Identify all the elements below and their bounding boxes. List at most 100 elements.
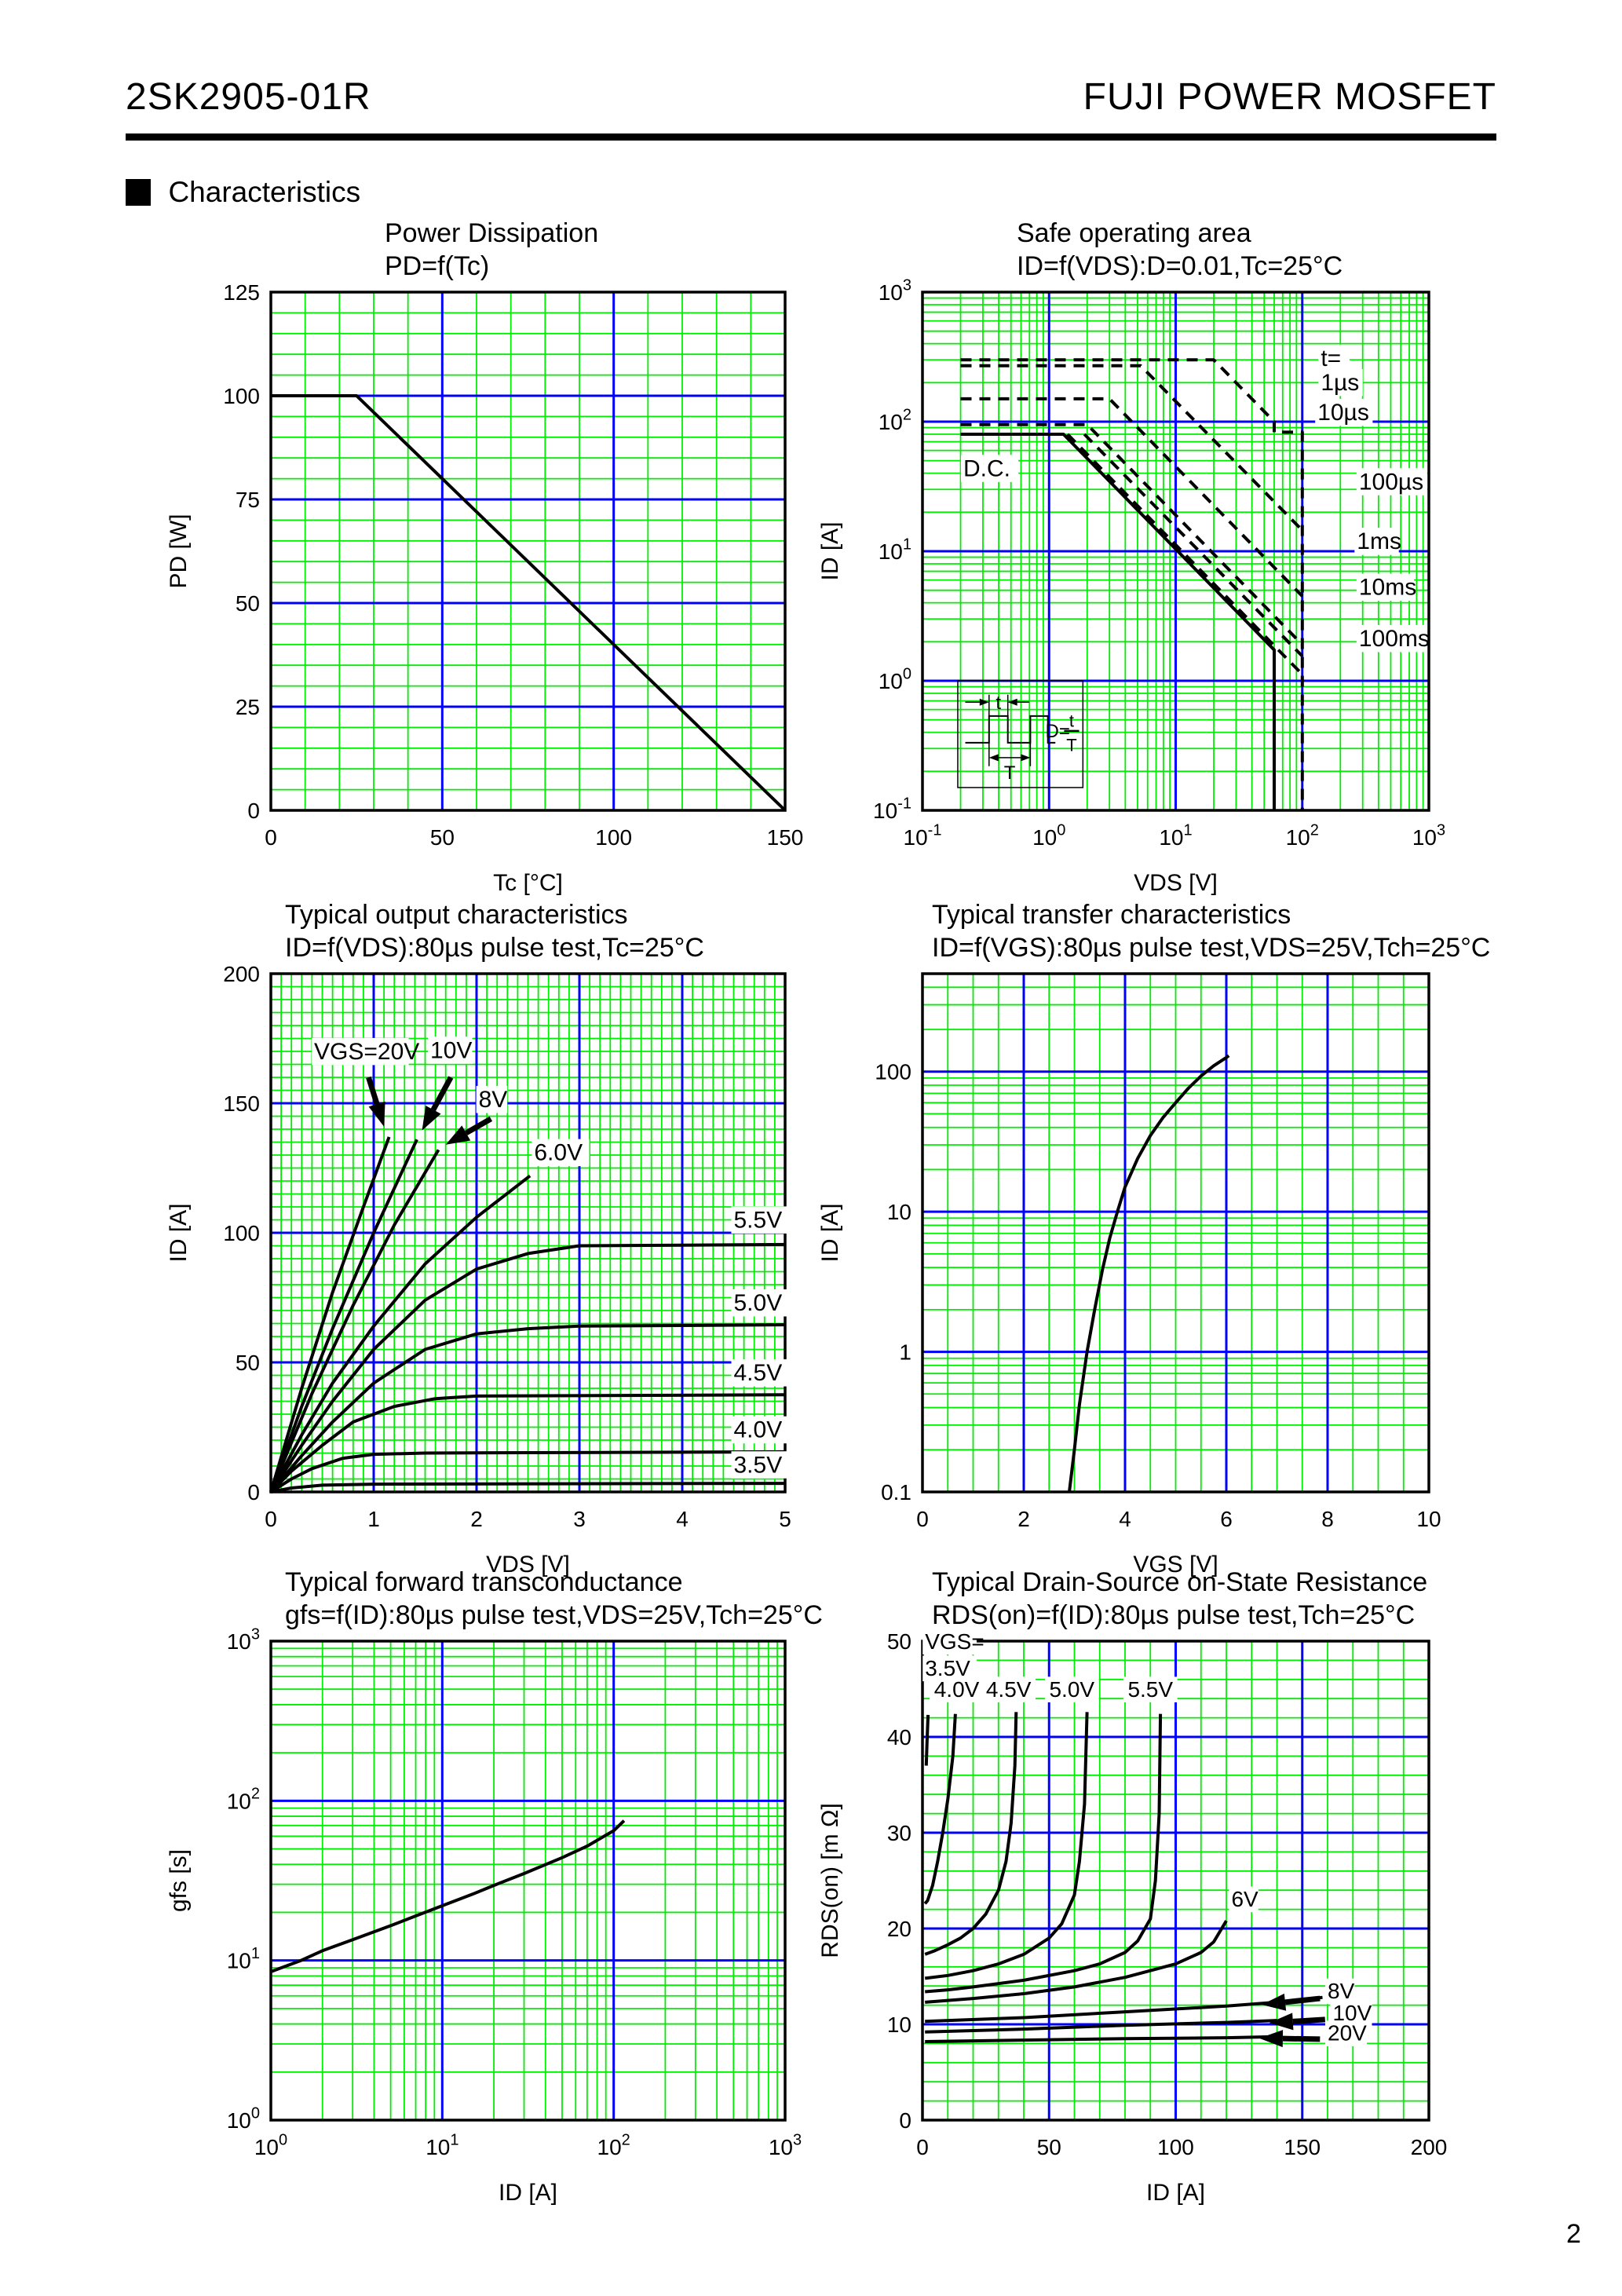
x-tick: 100 <box>1157 2135 1194 2159</box>
y-tick: 125 <box>223 280 260 305</box>
annotation-label: 8V <box>1328 1979 1355 2003</box>
chart-subtitle: ID=f(VGS):80µs pulse test,VDS=25V,Tch=25… <box>932 933 1490 963</box>
plot-frame <box>921 291 1430 812</box>
annotation-label: 6.0V <box>534 1140 583 1166</box>
annotation-label: 10V <box>430 1037 472 1063</box>
annotation-label: 1ms <box>1357 528 1401 554</box>
chart-title: Typical output characteristics <box>285 900 628 930</box>
pulse-inset: tTD=tT <box>957 680 1084 788</box>
inset-label-t: t <box>995 693 1001 714</box>
x-axis-label: Tc [°C] <box>493 870 563 896</box>
curves <box>271 394 787 812</box>
x-tick: 50 <box>1037 2135 1061 2159</box>
y-axis-label: ID [A] <box>817 521 843 580</box>
x-tick: 101 <box>1159 821 1192 850</box>
x-axis-label: ID [A] <box>1146 2180 1205 2206</box>
y-tick: 10-1 <box>873 795 911 823</box>
x-axis-label: VDS [V] <box>486 1552 570 1578</box>
annotation-label: 4.0V <box>934 1677 980 1702</box>
annotation-label: t= <box>1321 345 1341 371</box>
brand-title: FUJI POWER MOSFET <box>1083 76 1496 118</box>
annotations: VGS=20V 10V 8V 6.0V 5.5V 5.0V 4.5V 4.0V 3.5V <box>312 1036 789 1479</box>
tick-labels: 0 50 100 150 200 0 10 20 30 40 50 <box>887 1629 1448 2159</box>
curve-VGS-4.5V <box>924 1712 1018 1956</box>
grid-minor <box>271 1641 785 2120</box>
y-tick: 200 <box>223 962 260 986</box>
grid-minor <box>271 292 785 810</box>
y-tick: 103 <box>879 276 911 305</box>
chart-subtitle: PD=f(Tc) <box>385 251 489 281</box>
y-tick: 0 <box>247 799 260 823</box>
curve-VGS-6V <box>925 1920 1228 2004</box>
x-tick: 3 <box>573 1507 586 1531</box>
tick-labels: 0 2 4 6 8 10 0.1 1 10 100 <box>875 1060 1441 1531</box>
plot-frame <box>921 1640 1430 2122</box>
curve-VGS-20V <box>269 1136 391 1493</box>
y-tick: 30 <box>887 1821 911 1845</box>
curve-VGS-4.0V <box>923 1713 957 1905</box>
product-title: 2SK2905-01R <box>126 76 371 118</box>
annotation-label: 100µs <box>1359 469 1423 495</box>
grid-major <box>271 292 785 810</box>
x-axis-label: VGS [V] <box>1133 1552 1218 1578</box>
curve-1us <box>960 358 1304 810</box>
y-axis-label: gfs [s] <box>166 1849 192 1912</box>
chart-subtitle: ID=f(VDS):D=0.01,Tc=25°C <box>1017 251 1343 281</box>
x-axis-label: ID [A] <box>499 2180 557 2206</box>
y-tick: 102 <box>879 406 911 434</box>
x-tick: 0 <box>265 1507 277 1531</box>
y-tick: 101 <box>879 536 911 564</box>
chart-title: Power Dissipation <box>385 218 598 248</box>
page-number: 2 <box>1566 2219 1581 2249</box>
annotation-label: D.C. <box>963 455 1010 481</box>
y-tick: 101 <box>227 1945 260 1973</box>
y-axis-label: ID [A] <box>166 1203 192 1262</box>
inset-frac-den: T <box>1066 736 1076 755</box>
x-tick: 4 <box>1119 1507 1131 1531</box>
x-tick: 10 <box>1416 1507 1441 1531</box>
y-tick: 0 <box>899 2108 911 2133</box>
curves <box>269 1136 786 1493</box>
curve-VGS-5.5V <box>269 1242 786 1493</box>
section-title: Characteristics <box>168 176 361 208</box>
chart-title: Typical transfer characteristics <box>932 900 1291 930</box>
y-axis-label: ID [A] <box>817 1203 843 1262</box>
annotation-label: 10ms <box>1359 575 1416 601</box>
annotations: D.C. t=1µs 10µs 100µs 1ms 10ms 100ms <box>960 344 1430 653</box>
annotation-label: 1µs <box>1321 370 1359 396</box>
annotation-label: VGS=20V <box>314 1039 419 1065</box>
curve-100ms <box>1066 433 1304 676</box>
curve-1ms <box>960 422 1304 646</box>
annotation-label: 5.0V <box>734 1290 783 1316</box>
curve-VGS-5.5V <box>925 1713 1163 1994</box>
x-tick: 50 <box>430 825 455 850</box>
titles: Typical transfer characteristicsID=f(VGS… <box>817 900 1490 1578</box>
curve-ID-vs-VGS <box>1068 1054 1230 1493</box>
y-tick: 100 <box>223 1221 260 1245</box>
chart-subtitle: ID=f(VDS):80µs pulse test,Tc=25°C <box>285 933 704 963</box>
y-tick: 40 <box>887 1725 911 1749</box>
y-tick: 100 <box>227 2104 260 2133</box>
x-axis-label: VDS [V] <box>1134 870 1218 896</box>
annotation-label: VGS= <box>925 1629 984 1654</box>
curves <box>960 358 1304 810</box>
grid-major <box>922 974 1429 1492</box>
y-axis-label: RDS(on) [m Ω] <box>817 1803 843 1958</box>
grid-major <box>271 1641 785 2120</box>
chart-subtitle: RDS(on)=f(ID):80µs pulse test,Tch=25°C <box>932 1600 1415 1630</box>
curve-VGS-10V <box>925 2019 1277 2034</box>
y-tick: 10 <box>887 2013 911 2037</box>
y-tick: 100 <box>879 665 911 693</box>
annotation-label: 10µs <box>1317 400 1369 426</box>
x-tick: 10-1 <box>904 821 942 850</box>
curve-gfs <box>270 1819 626 1973</box>
curve-10ms <box>1083 433 1304 658</box>
curves <box>270 1819 626 1973</box>
curve-VGS-5.0V <box>269 1323 786 1493</box>
